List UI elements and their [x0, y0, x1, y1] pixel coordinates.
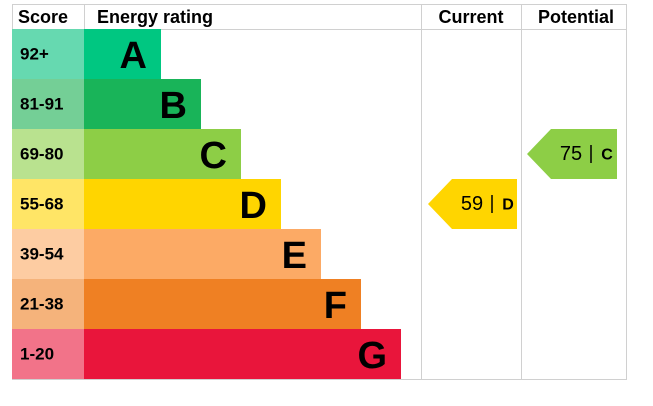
band-score: 1-20: [20, 345, 54, 364]
score-cell: [12, 179, 84, 229]
potential-letter: C: [601, 147, 613, 164]
current-letter: D: [502, 197, 514, 214]
band-letter: B: [160, 85, 187, 127]
band-letter: C: [200, 135, 227, 177]
score-cell: [12, 229, 84, 279]
band-bar: [84, 29, 161, 79]
score-cell: [12, 279, 84, 329]
band-score: 69-80: [20, 145, 63, 164]
header-potential: Potential: [538, 7, 614, 27]
band-bar: [84, 179, 281, 229]
score-cell: [12, 129, 84, 179]
score-cell: [12, 79, 84, 129]
band-score: 21-38: [20, 295, 63, 314]
band-score: 39-54: [20, 245, 64, 264]
current-arrow: [428, 179, 517, 229]
band-letter: A: [120, 35, 147, 77]
band-bar: [84, 79, 201, 129]
band-letter: F: [324, 285, 347, 327]
score-cell: [12, 29, 84, 79]
band-score: 92+: [20, 45, 49, 64]
band-score: 81-91: [20, 95, 63, 114]
score-cell: [12, 329, 84, 379]
band-bar: [84, 279, 361, 329]
band-score: 55-68: [20, 195, 63, 214]
band-letter: G: [357, 335, 387, 377]
header-score: Score: [18, 7, 68, 27]
potential-arrow: [527, 129, 617, 179]
header-current: Current: [438, 7, 503, 27]
header-rating: Energy rating: [97, 7, 213, 27]
current-value: 59: [461, 193, 483, 215]
band-letter: D: [240, 185, 267, 227]
potential-value: 75: [560, 143, 582, 165]
band-bar: [84, 229, 321, 279]
band-bar: [84, 329, 401, 379]
band-letter: E: [282, 235, 307, 277]
band-bar: [84, 129, 241, 179]
